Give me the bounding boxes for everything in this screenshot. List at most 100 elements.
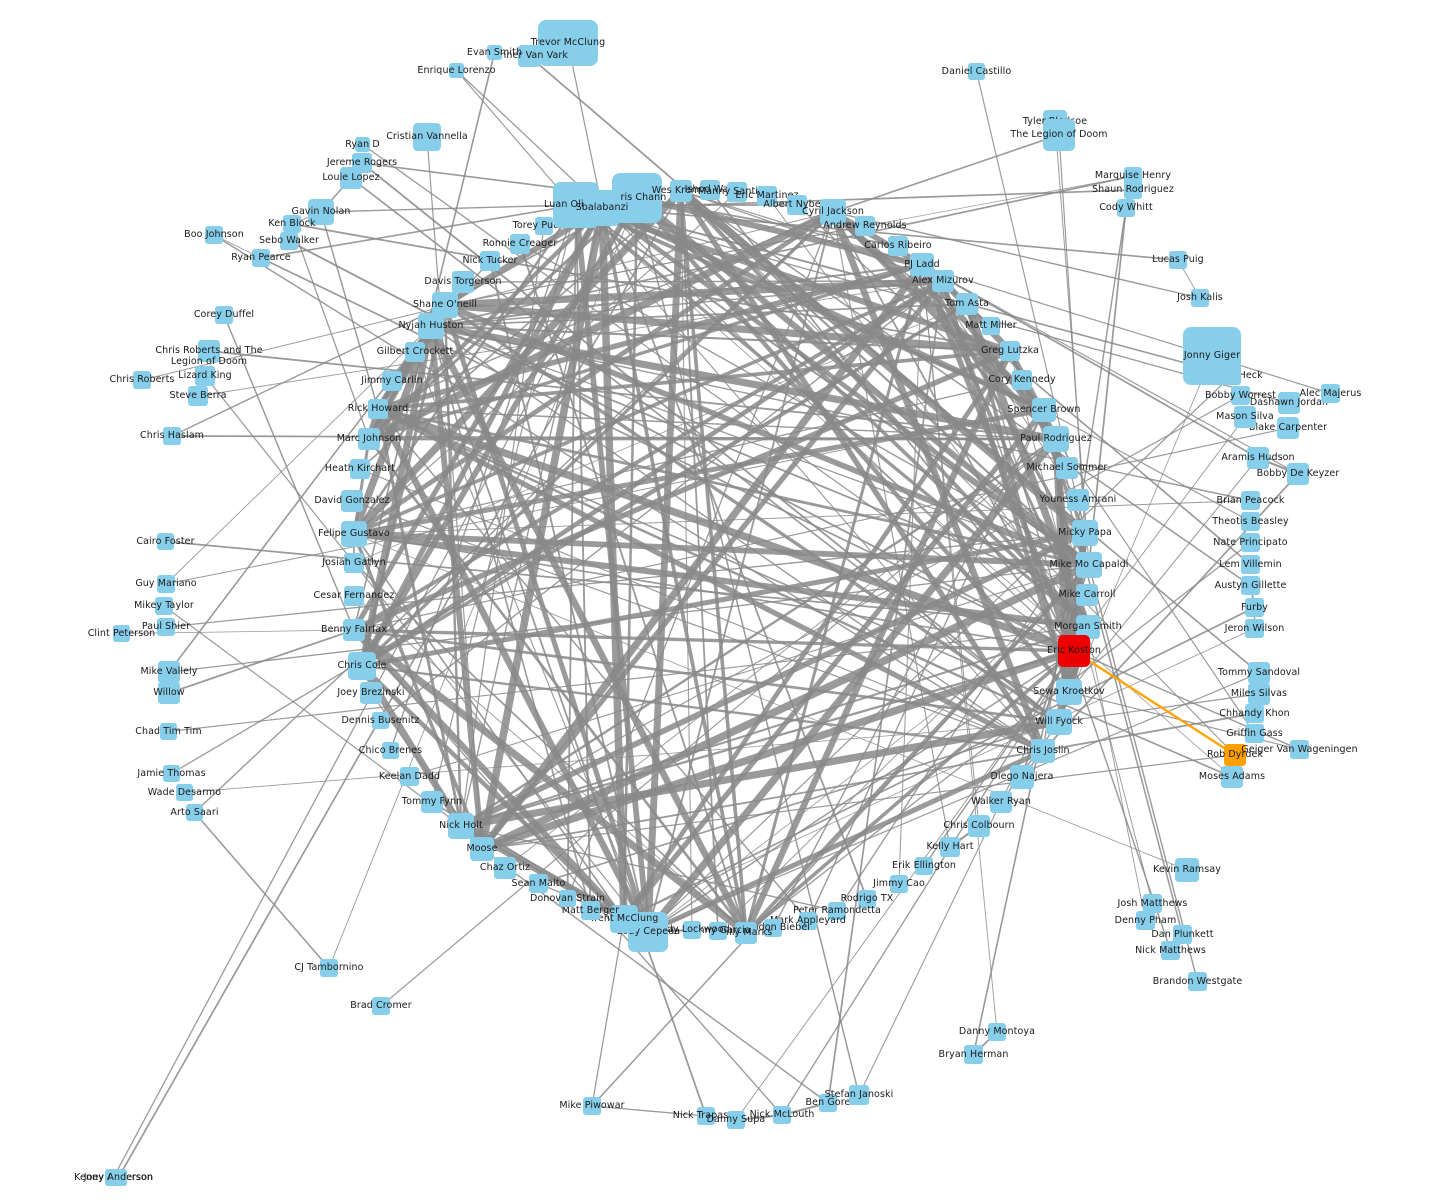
graph-node[interactable] — [133, 371, 151, 389]
graph-node[interactable] — [113, 625, 130, 642]
graph-node[interactable] — [968, 63, 985, 80]
graph-node[interactable] — [1241, 533, 1260, 552]
graph-node[interactable] — [405, 342, 425, 362]
graph-node[interactable] — [157, 575, 175, 593]
graph-node[interactable] — [1224, 744, 1246, 766]
graph-node[interactable] — [1247, 447, 1269, 469]
graph-node[interactable] — [890, 875, 908, 893]
graph-node[interactable] — [280, 232, 298, 250]
graph-node[interactable] — [1058, 635, 1090, 667]
graph-node[interactable] — [700, 180, 720, 200]
graph-node[interactable] — [727, 1111, 745, 1129]
graph-node[interactable] — [518, 45, 540, 67]
graph-node[interactable] — [1248, 683, 1270, 705]
graph-node[interactable] — [1241, 491, 1260, 510]
graph-node[interactable] — [1056, 679, 1082, 705]
graph-node[interactable] — [360, 682, 382, 704]
graph-node[interactable] — [1221, 766, 1243, 788]
graph-node[interactable] — [355, 137, 370, 152]
graph-node[interactable] — [1183, 327, 1241, 385]
graph-node[interactable] — [1072, 520, 1098, 546]
graph-node[interactable] — [341, 521, 367, 547]
graph-node[interactable] — [1245, 619, 1264, 638]
graph-node[interactable] — [421, 791, 443, 813]
graph-node[interactable] — [1248, 662, 1270, 684]
graph-node[interactable] — [110, 1169, 127, 1186]
graph-node[interactable] — [820, 199, 846, 225]
graph-node[interactable] — [1032, 398, 1056, 422]
graph-node[interactable] — [186, 804, 203, 821]
graph-node[interactable] — [358, 428, 380, 450]
graph-node[interactable] — [709, 922, 727, 940]
graph-node[interactable] — [432, 292, 458, 318]
graph-node[interactable] — [341, 490, 363, 512]
graph-node[interactable] — [449, 63, 464, 78]
graph-node[interactable] — [1241, 555, 1260, 574]
graph-node[interactable] — [799, 912, 817, 930]
graph-node[interactable] — [368, 399, 388, 419]
graph-node[interactable] — [158, 661, 180, 683]
graph-node[interactable] — [487, 45, 502, 60]
graph-node[interactable] — [470, 837, 494, 861]
graph-node[interactable] — [1241, 512, 1260, 531]
graph-node[interactable] — [940, 837, 960, 857]
graph-node[interactable] — [855, 216, 875, 236]
graph-node[interactable] — [612, 173, 662, 223]
graph-node[interactable] — [990, 791, 1012, 813]
graph-node[interactable] — [252, 249, 270, 267]
graph-node[interactable] — [964, 1045, 983, 1064]
graph-node[interactable] — [888, 236, 908, 256]
graph-node[interactable] — [1245, 704, 1264, 723]
graph-node[interactable] — [1136, 911, 1155, 930]
graph-node[interactable] — [1234, 406, 1256, 428]
graph-node[interactable] — [697, 1107, 715, 1125]
graph-node[interactable] — [683, 921, 701, 939]
graph-node[interactable] — [819, 1094, 837, 1112]
graph-node[interactable] — [538, 20, 598, 66]
graph-node[interactable] — [982, 317, 1000, 335]
graph-node[interactable] — [1143, 894, 1162, 913]
graph-node[interactable] — [320, 959, 338, 977]
graph-node[interactable] — [1000, 341, 1020, 361]
graph-node[interactable] — [1043, 119, 1075, 151]
graph-node[interactable] — [727, 182, 747, 202]
graph-node[interactable] — [915, 857, 933, 875]
graph-node[interactable] — [1117, 199, 1135, 217]
graph-node[interactable] — [1287, 463, 1309, 485]
graph-node[interactable] — [849, 1085, 869, 1105]
graph-node[interactable] — [372, 997, 390, 1015]
graph-node[interactable] — [198, 340, 220, 362]
graph-node[interactable] — [858, 890, 876, 908]
graph-node[interactable] — [350, 459, 370, 479]
graph-node[interactable] — [494, 857, 516, 879]
graph-node[interactable] — [308, 199, 334, 225]
graph-node[interactable] — [480, 251, 500, 271]
graph-node[interactable] — [773, 1106, 791, 1124]
graph-node[interactable] — [160, 723, 177, 740]
graph-node[interactable] — [344, 586, 364, 606]
graph-node[interactable] — [195, 366, 215, 386]
graph-node[interactable] — [1161, 941, 1180, 960]
graph-node[interactable] — [382, 371, 402, 391]
graph-node[interactable] — [1188, 972, 1207, 991]
graph-node[interactable] — [400, 767, 419, 786]
graph-node[interactable] — [382, 742, 399, 759]
graph-node[interactable] — [343, 619, 365, 641]
graph-node[interactable] — [757, 186, 777, 206]
graph-node[interactable] — [1173, 925, 1192, 944]
graph-node[interactable] — [670, 180, 692, 202]
graph-node[interactable] — [348, 652, 376, 680]
graph-node[interactable] — [510, 234, 530, 254]
graph-node[interactable] — [1277, 417, 1299, 439]
graph-node[interactable] — [559, 890, 576, 907]
graph-node[interactable] — [1278, 392, 1300, 414]
graph-node[interactable] — [735, 922, 757, 944]
graph-node[interactable] — [610, 905, 638, 933]
graph-node[interactable] — [1245, 598, 1264, 617]
graph-node[interactable] — [1241, 576, 1260, 595]
graph-node[interactable] — [1012, 370, 1032, 390]
graph-node[interactable] — [1046, 709, 1072, 735]
graph-node[interactable] — [215, 306, 233, 324]
graph-node[interactable] — [452, 271, 474, 293]
graph-node[interactable] — [1124, 167, 1142, 185]
